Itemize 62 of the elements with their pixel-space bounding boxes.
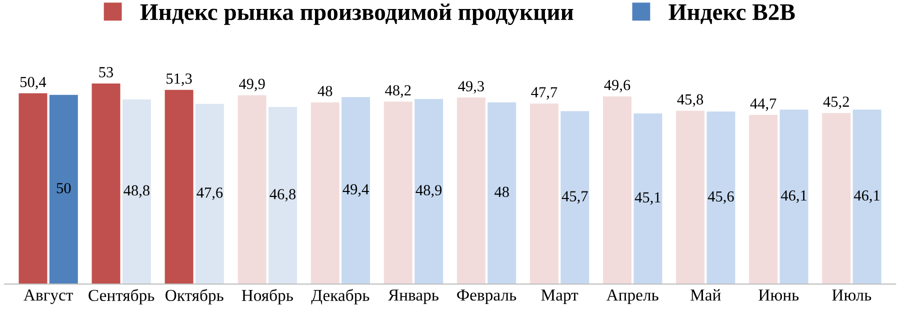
bar: [530, 104, 558, 284]
bar: [268, 106, 297, 284]
data-label: 48,2: [385, 85, 411, 98]
bar: [92, 83, 120, 284]
bar: [456, 97, 486, 284]
data-label: 48,9: [416, 185, 442, 198]
data-label: 45,7: [562, 191, 588, 204]
bar: [780, 110, 808, 284]
x-tick-label: Июнь: [758, 290, 799, 301]
bar: [195, 104, 224, 284]
data-label: 45,2: [823, 96, 849, 110]
bar: [164, 90, 194, 284]
bar: [603, 96, 632, 284]
data-label: 50,4: [20, 76, 46, 90]
bar: [706, 111, 736, 284]
x-tick-label: Август: [24, 289, 73, 304]
data-label: 45,1: [634, 192, 660, 205]
data-label: 47,7: [531, 87, 558, 100]
x-tick-label: Январь: [388, 290, 438, 304]
data-label: 51,3: [166, 73, 192, 86]
data-label: 46,1: [780, 190, 806, 203]
legend-label: Индекс рынка производимой продукции: [140, 4, 574, 25]
x-tick-label: Февраль: [457, 290, 516, 304]
data-label: 48: [318, 86, 332, 96]
data-label: 48,8: [124, 185, 150, 198]
bar: [749, 114, 778, 284]
bar: [676, 110, 705, 284]
x-tick-label: Декабрь: [311, 288, 370, 304]
data-label: 48: [494, 186, 509, 198]
data-label: 53: [99, 67, 114, 78]
x-tick-label: Апрель: [606, 290, 658, 304]
bar: [238, 95, 266, 284]
data-label: 47,6: [196, 188, 223, 200]
data-label: 45,8: [677, 94, 704, 107]
x-tick-label: Октябрь: [166, 288, 224, 304]
data-label: 44,7: [750, 98, 776, 111]
bar: [822, 112, 851, 284]
data-label: 49,6: [604, 80, 630, 92]
data-label: 49,4: [342, 184, 369, 197]
data-label: 49,9: [239, 78, 265, 92]
bar: [122, 99, 151, 284]
bar: [49, 94, 78, 284]
bar: [342, 97, 370, 284]
bar: [414, 98, 444, 284]
x-tick-label: Июль: [832, 290, 872, 301]
data-label: 49,3: [458, 81, 484, 94]
x-tick-label: Ноябрь: [242, 288, 293, 304]
bar: [560, 111, 590, 284]
data-label: 45,6: [708, 191, 734, 204]
data-label: 50: [56, 182, 71, 194]
x-tick-label: Март: [541, 290, 578, 304]
x-tick-label: Сентябрь: [88, 288, 154, 304]
data-label: 46,1: [854, 190, 880, 203]
data-label: 46,8: [270, 189, 296, 202]
legend-label: Индекс B2B: [668, 4, 795, 24]
x-tick-label: Май: [690, 289, 721, 301]
bar: [18, 93, 48, 284]
bar: [852, 110, 882, 284]
bar: [488, 102, 516, 284]
bar: [634, 113, 662, 284]
bar: [384, 102, 412, 284]
bar: [310, 102, 340, 284]
